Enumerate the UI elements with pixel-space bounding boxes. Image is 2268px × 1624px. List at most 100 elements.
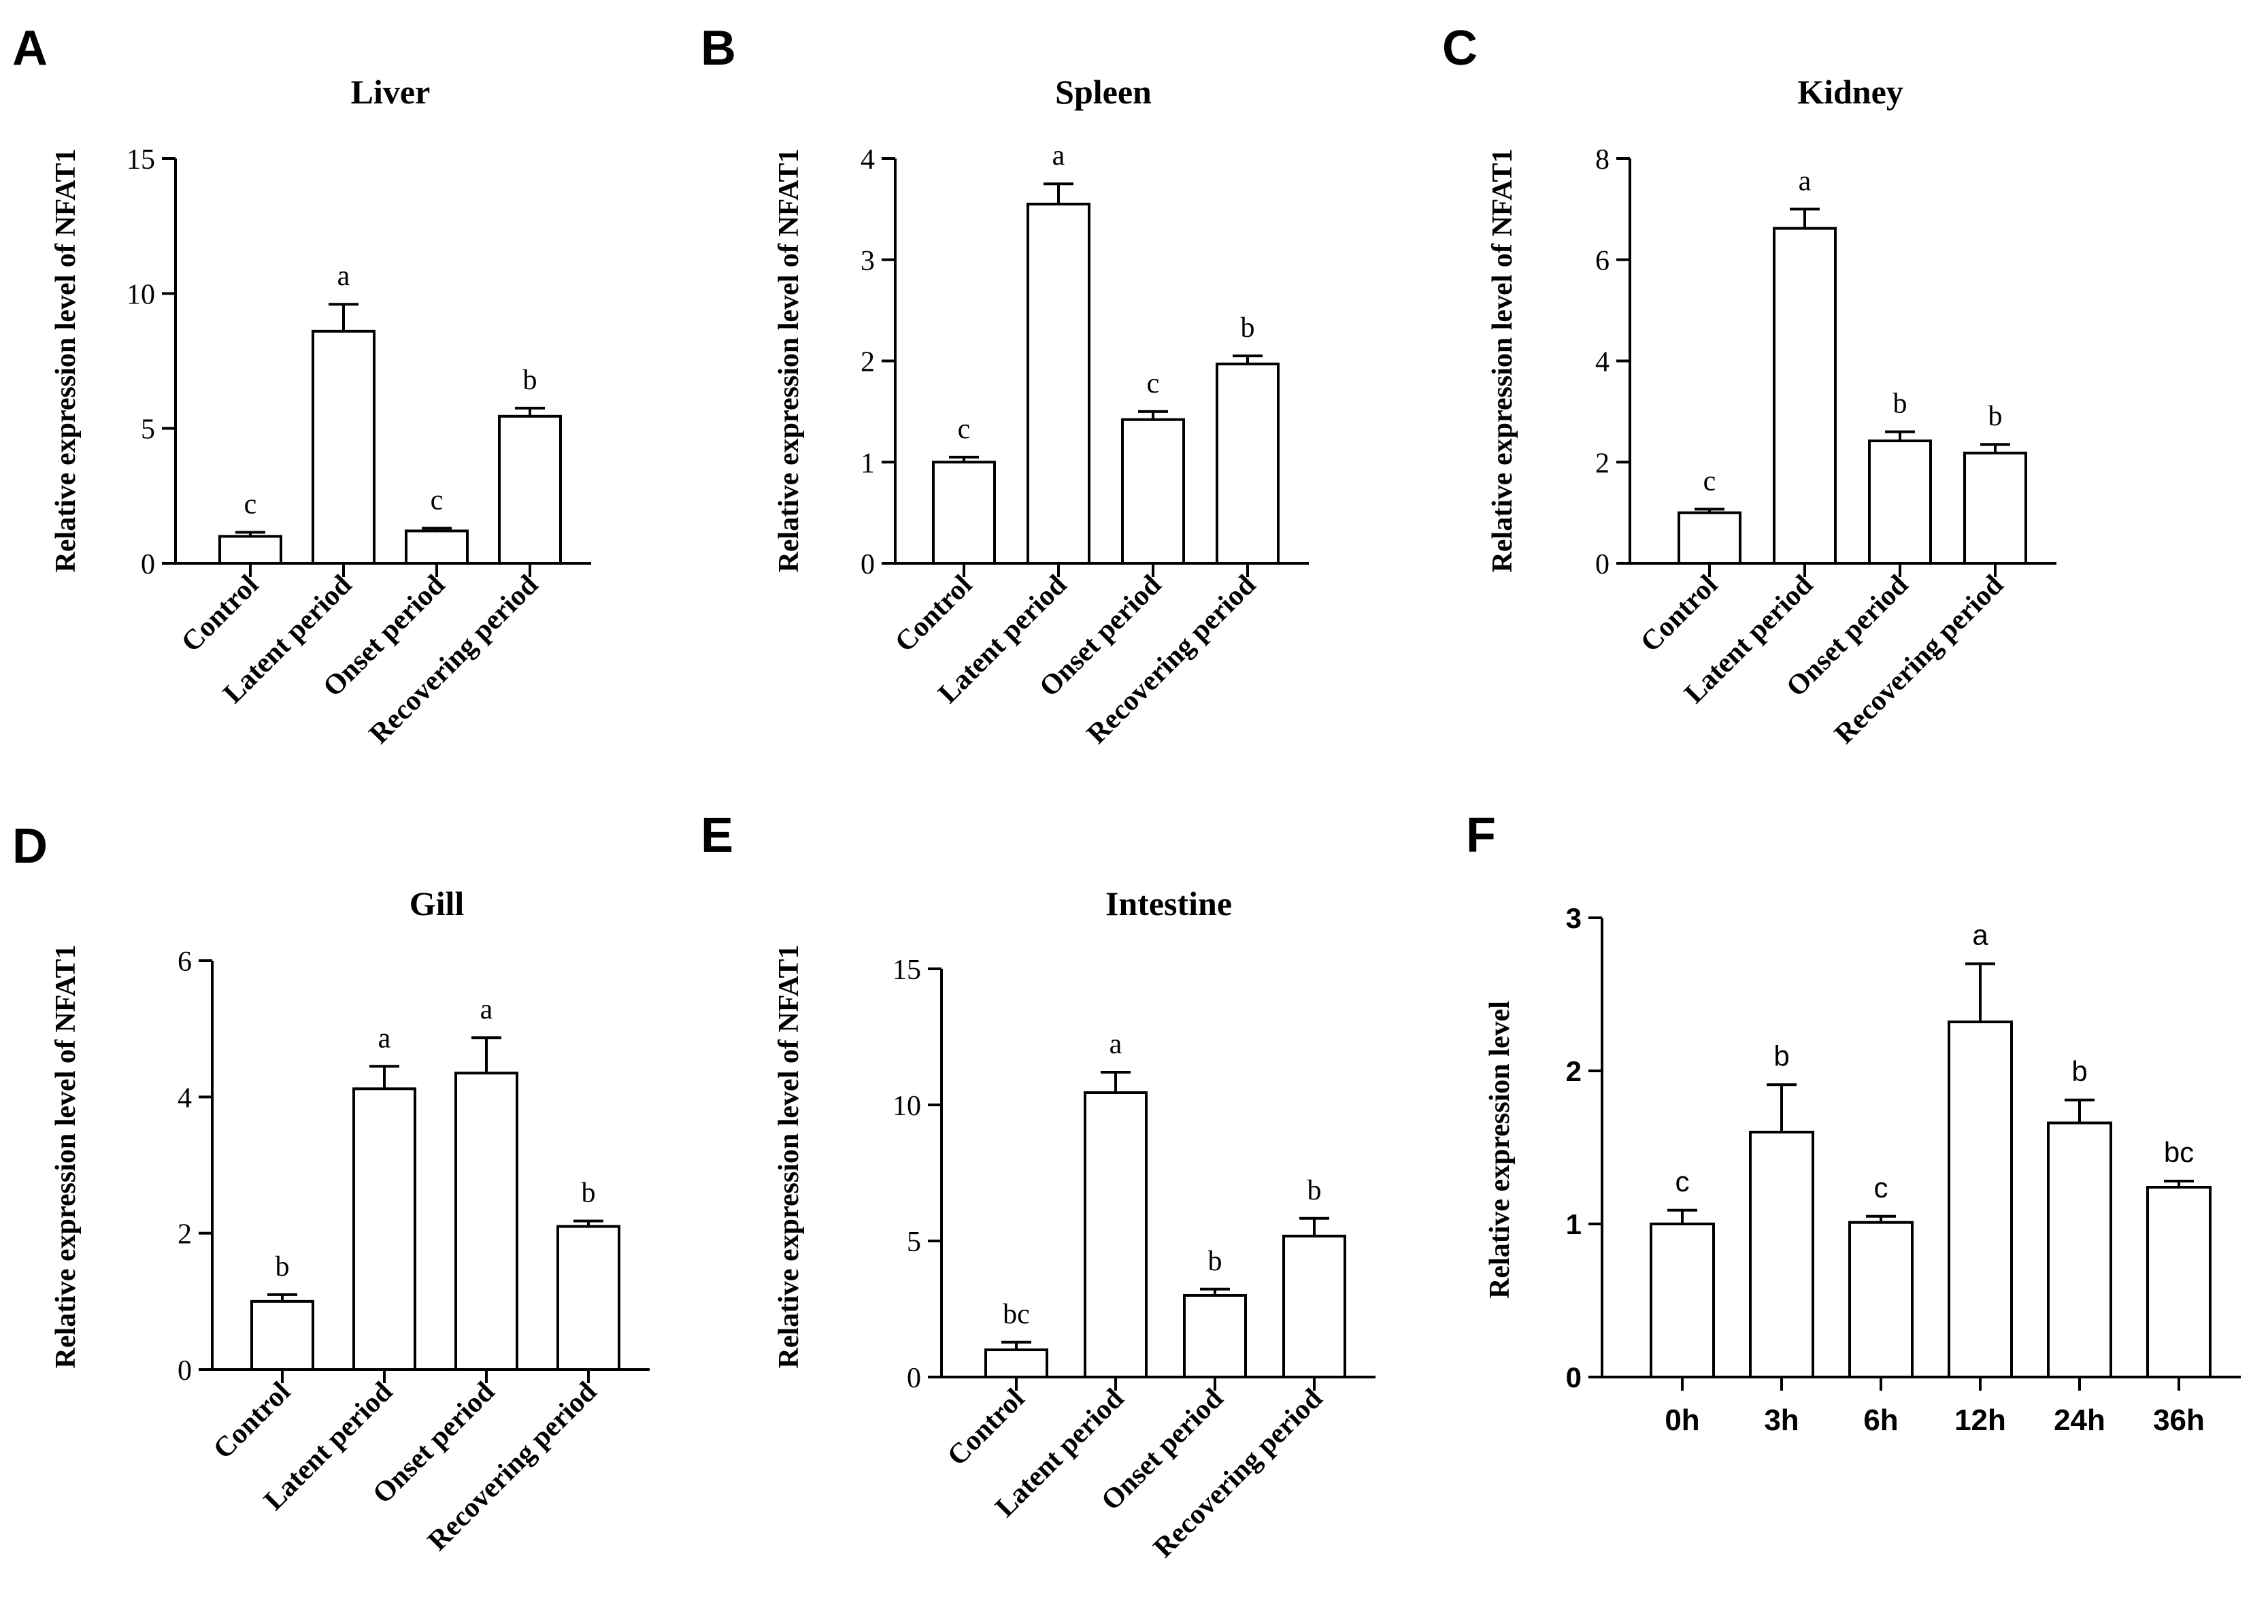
panel-label-d: D [12,819,48,874]
y-tick-label: 6 [1595,246,1610,277]
y-tick-label: 15 [127,144,155,176]
category-label: 0h [1665,1404,1699,1437]
bar [1948,1021,2013,1378]
y-tick-label: 15 [893,955,921,986]
bar [2146,1186,2212,1378]
y-tick-label: 5 [907,1227,921,1258]
bar [1282,1234,1346,1379]
category-label: Recovering period [1148,1383,1329,1564]
category-label: Recovering period [422,1376,603,1557]
panel-f: F Relative expression level 0 1 2 3 c 0h b 3h c 6h a… [1466,808,2241,1437]
y-tick-label: 0 [907,1363,921,1394]
y-tick-label: 1 [861,448,875,479]
category-label: Control [941,1383,1031,1472]
y-tick-label: 4 [1595,347,1610,378]
significance-letter: b [1988,401,2003,432]
panel-c: C Kidney Relative expression level of NFAT… [1442,21,2056,750]
significance-letter: b [1773,1040,1789,1072]
bar [218,535,282,565]
significance-letter: c [1675,1165,1690,1197]
chart-title: Spleen [1055,73,1152,111]
chart-title: Kidney [1797,73,1903,111]
y-tick-label: 2 [1595,448,1610,479]
panel-d: D Gill Relative expression level of NFAT1 0… [12,819,650,1557]
y-tick-label: 2 [1566,1055,1582,1087]
category-label: 6h [1863,1404,1898,1437]
bar [1084,1091,1148,1378]
significance-letter: a [378,1023,391,1054]
y-tick-label: 1 [1566,1208,1582,1240]
bar [454,1072,518,1372]
bar [1749,1131,1814,1378]
significance-letter: a [1052,140,1065,171]
panel-label-f: F [1466,808,1496,863]
significance-letter: bc [2164,1136,2194,1168]
significance-letter: c [244,488,257,520]
panel-e: E Intestine Relative expression level of N… [701,808,1375,1563]
bar [1678,511,1741,565]
significance-letter: c [1874,1172,1888,1204]
y-tick-label: 0 [861,549,875,580]
y-tick-label: 5 [141,414,155,446]
significance-letter: a [1110,1029,1122,1060]
bar [1121,418,1185,565]
bar [556,1225,620,1372]
panel-label-a: A [12,21,48,76]
bar [1963,451,2027,565]
bar [932,461,996,565]
bar [312,329,376,565]
chart-title: Intestine [1105,884,1232,923]
y-axis-label: Relative expression level of NFAT1 [773,149,805,573]
y-axis-label: Relative expression level of NFAT1 [50,945,82,1369]
significance-letter: a [337,261,350,292]
bar [2047,1121,2112,1378]
significance-letter: c [958,414,971,445]
y-tick-label: 2 [861,347,875,378]
y-tick-label: 6 [178,946,192,978]
panel-label-c: C [1442,21,1478,76]
y-tick-label: 0 [1566,1361,1582,1393]
category-label: Control [889,569,978,659]
category-label: Recovering period [1081,569,1262,750]
category-label: Control [1635,569,1724,659]
panel-label-e: E [701,808,733,863]
category-label: 36h [2153,1404,2205,1437]
bar [1773,227,1837,565]
y-tick-label: 10 [127,279,155,310]
panel-label-b: B [701,21,736,76]
y-tick-label: 0 [1595,549,1610,580]
bar [1868,440,1932,565]
y-tick-label: 4 [178,1082,192,1114]
bar [1650,1223,1715,1378]
bar [250,1299,314,1372]
significance-letter: b [523,365,537,396]
category-label: Recovering period [363,569,544,750]
bar [1216,362,1280,565]
significance-letter: c [1147,368,1160,399]
significance-letter: a [1972,919,1988,951]
y-tick-label: 0 [178,1355,192,1387]
significance-letter: bc [1003,1299,1030,1330]
category-label: 24h [2054,1404,2105,1437]
significance-letter: a [1799,165,1812,197]
y-tick-label: 4 [861,144,875,176]
panel-b: B Spleen Relative expression level of NFAT… [701,21,1309,750]
bar [1848,1221,1914,1378]
bar [498,414,562,565]
bar [1183,1294,1247,1378]
y-tick-label: 10 [893,1091,921,1122]
category-label: 3h [1764,1404,1799,1437]
bar [1027,202,1090,565]
bar [352,1087,416,1372]
chart-title: Gill [410,884,465,923]
category-label: 12h [1954,1404,2006,1437]
y-axis-label: Relative expression level of NFAT1 [1487,149,1518,573]
chart-title: Liver [351,73,431,111]
significance-letter: b [1208,1246,1222,1277]
significance-letter: b [582,1178,596,1209]
y-axis-label: Relative expression level of NFAT1 [50,149,82,573]
significance-letter: b [276,1251,290,1282]
significance-letter: a [480,994,493,1025]
y-axis-label: Relative expression level of NFAT1 [773,945,805,1369]
